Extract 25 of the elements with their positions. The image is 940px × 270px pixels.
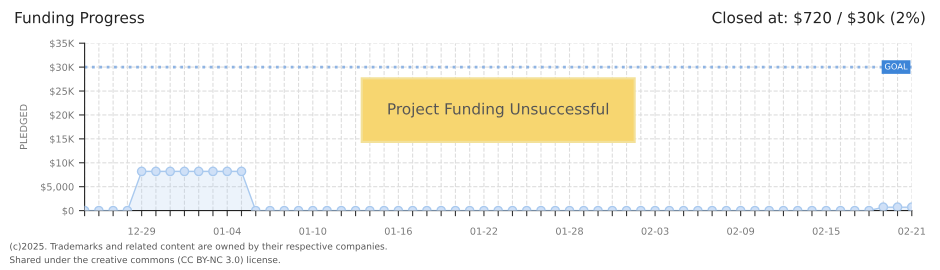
y-tick-label: $5,000	[40, 182, 74, 192]
y-tick-label: $35K	[50, 40, 74, 48]
x-tick-label: 02-09	[727, 227, 754, 235]
x-tick-label: 01-04	[214, 227, 241, 235]
y-tick-label: $20K	[50, 111, 74, 120]
x-tick-label: 01-10	[299, 227, 326, 235]
ref-line-label: GOAL	[884, 63, 908, 70]
y-tick-label: $25K	[50, 87, 74, 96]
y-axis-title: PLEDGED	[20, 104, 28, 149]
x-tick-label: 01-28	[556, 227, 583, 235]
chart-title: Funding Progress	[16, 12, 144, 26]
x-tick-label: 01-16	[384, 227, 412, 235]
x-tick-label: 01-22	[470, 227, 498, 235]
x-tick-label: 02-03	[642, 227, 668, 235]
x-tick-label: 12-29	[128, 227, 156, 235]
y-tick-label: $30K	[50, 63, 74, 72]
x-tick-label: 02-21	[898, 227, 926, 235]
y-tick-label: $0	[62, 206, 74, 216]
chart-subtitle: Closed at: $720 / $30k (2%)	[712, 12, 925, 26]
annotation: Project Funding Unsuccessful	[388, 102, 608, 118]
text: Shared under the creative commons (CC BY-NC 3.0) license.	[10, 256, 280, 264]
y-tick-label: $10K	[50, 159, 74, 168]
text: (c)2025. Trademarks and related content are owned by their respective companies.	[10, 242, 387, 252]
y-tick-label: $15K	[50, 135, 74, 144]
x-tick-label: 02-15	[812, 227, 840, 235]
